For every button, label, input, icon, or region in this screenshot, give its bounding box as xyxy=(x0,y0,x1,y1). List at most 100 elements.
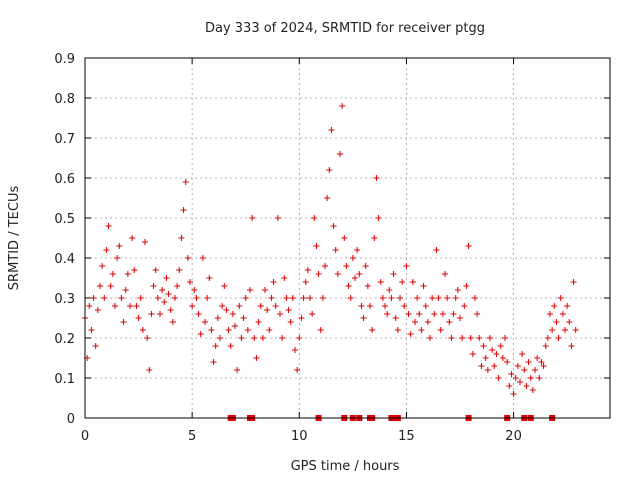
data-point xyxy=(304,267,311,273)
data-point xyxy=(497,343,504,349)
data-point xyxy=(422,303,429,309)
data-point xyxy=(527,375,534,381)
data-point xyxy=(94,307,101,313)
data-point xyxy=(105,223,112,229)
data-point xyxy=(227,343,234,349)
data-point xyxy=(184,255,191,261)
data-point xyxy=(339,103,346,109)
data-point xyxy=(504,359,511,365)
data-point xyxy=(463,283,470,289)
data-point xyxy=(437,327,444,333)
data-point xyxy=(478,363,485,369)
data-point xyxy=(559,311,566,317)
data-point xyxy=(386,287,393,293)
data-point xyxy=(532,367,538,373)
data-point xyxy=(349,255,356,261)
data-point xyxy=(371,235,378,241)
data-point xyxy=(266,327,273,333)
data-point xyxy=(514,363,521,369)
data-point xyxy=(129,235,136,241)
data-point xyxy=(322,263,328,269)
data-point xyxy=(332,247,339,253)
data-point xyxy=(214,315,221,321)
y-tick-label: 0.8 xyxy=(54,92,75,107)
data-point xyxy=(165,291,172,297)
data-point xyxy=(195,311,202,317)
data-point xyxy=(394,327,401,333)
data-point xyxy=(257,303,264,309)
data-point xyxy=(163,275,170,281)
y-tick-label: 0 xyxy=(67,412,75,427)
data-point xyxy=(178,235,185,241)
data-point xyxy=(311,215,318,221)
data-point xyxy=(172,295,178,301)
data-point xyxy=(547,311,553,317)
data-point xyxy=(409,279,416,285)
data-point xyxy=(99,263,106,269)
data-point xyxy=(174,283,181,289)
data-point xyxy=(457,315,463,321)
data-point xyxy=(309,311,316,317)
data-point xyxy=(476,335,483,341)
data-point xyxy=(144,335,151,341)
data-point xyxy=(262,287,268,293)
data-point xyxy=(534,355,541,361)
y-tick-label: 0.6 xyxy=(54,172,75,187)
data-point xyxy=(236,303,243,309)
data-point xyxy=(289,295,296,301)
data-point xyxy=(495,375,502,381)
data-point xyxy=(452,295,459,301)
data-point xyxy=(562,327,568,333)
x-tick-label: 0 xyxy=(81,429,89,444)
data-point xyxy=(334,271,341,277)
data-point xyxy=(187,279,193,285)
data-point xyxy=(120,319,127,325)
data-point xyxy=(118,295,125,301)
data-point xyxy=(414,295,421,301)
data-point xyxy=(439,311,446,317)
data-point xyxy=(133,303,140,309)
data-point xyxy=(199,255,206,261)
x-tick-label: 20 xyxy=(505,429,522,444)
data-point xyxy=(429,295,436,301)
data-point xyxy=(461,303,468,309)
data-point xyxy=(225,327,232,333)
data-point xyxy=(525,359,532,365)
data-point xyxy=(212,343,219,349)
data-point xyxy=(97,283,103,289)
data-point xyxy=(103,247,110,253)
data-point xyxy=(392,315,399,321)
data-point xyxy=(176,267,183,273)
x-tick-label: 10 xyxy=(291,429,308,444)
data-point xyxy=(506,383,513,389)
data-point xyxy=(285,307,292,313)
data-point xyxy=(90,295,97,301)
data-point xyxy=(279,335,286,341)
data-point xyxy=(234,367,241,373)
data-point xyxy=(465,243,472,249)
data-point xyxy=(324,195,331,201)
data-point xyxy=(510,391,517,397)
data-point xyxy=(146,367,153,373)
data-point xyxy=(367,303,373,309)
data-point xyxy=(536,375,543,381)
data-point xyxy=(180,207,187,213)
data-point xyxy=(88,327,95,333)
data-point xyxy=(319,295,326,301)
grid xyxy=(85,58,610,418)
data-point xyxy=(484,367,491,373)
data-point xyxy=(292,347,298,353)
data-point xyxy=(377,279,384,285)
data-point xyxy=(382,303,388,309)
data-point xyxy=(467,335,474,341)
data-point xyxy=(420,283,427,289)
data-point xyxy=(328,127,335,133)
data-point xyxy=(427,335,433,341)
data-point xyxy=(549,327,556,333)
data-point xyxy=(272,303,279,309)
data-point xyxy=(107,283,114,289)
y-tick-label: 0.4 xyxy=(54,252,75,267)
data-point xyxy=(274,215,281,221)
data-point xyxy=(424,319,431,325)
